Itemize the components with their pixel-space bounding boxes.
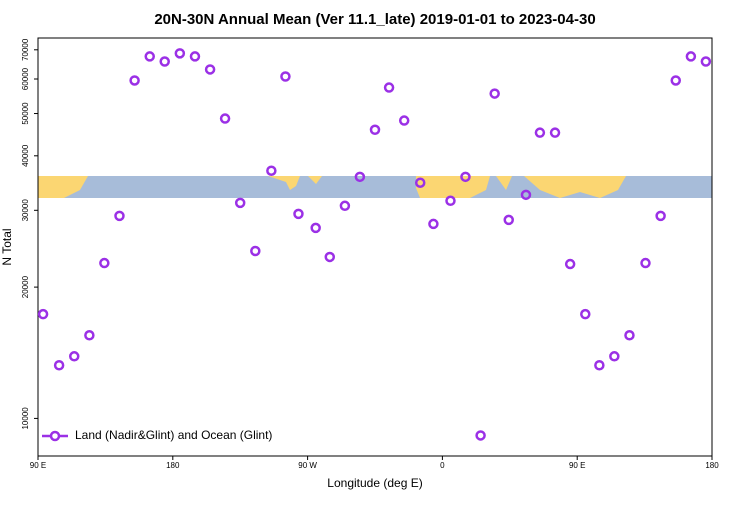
x-tick-label: 90 W [298,461,317,470]
point [489,88,500,99]
point [354,171,366,183]
point [84,330,95,341]
point [68,351,80,362]
x-tick-label: 90 E [30,461,46,470]
point [174,48,186,59]
point [594,359,605,371]
point [398,115,410,126]
point [250,245,261,257]
y-tick-label: 10000 [21,407,30,430]
x-axis-label: Longitude (deg E) [327,476,422,490]
point [159,56,170,67]
y-tick-label: 40000 [21,144,30,167]
point [624,330,635,341]
point [53,359,65,371]
point [114,210,125,222]
point [37,308,49,320]
point [324,251,336,263]
point [445,195,456,207]
point [144,51,155,62]
plot-frame [37,37,713,457]
point [580,308,591,320]
point [609,351,620,362]
point [503,214,515,226]
point [640,257,651,269]
y-tick-label: 30000 [21,199,30,222]
point [99,257,110,269]
point [293,208,304,220]
point [383,82,395,93]
y-tick-label: 60000 [21,67,30,90]
legend-marker [49,430,61,442]
point [475,430,486,441]
point [234,197,246,209]
point [460,171,471,183]
point [204,64,216,75]
point [280,71,291,82]
point [219,113,231,124]
y-axis-label: N Total [0,228,14,265]
point [685,51,697,62]
point [564,258,576,270]
point [700,56,712,67]
point [369,124,381,135]
point [428,218,439,230]
y-tick-label: 20000 [21,275,30,298]
x-tick-label: 180 [705,461,719,470]
point [339,200,351,212]
legend-label: Land (Nadir&Glint) and Ocean (Glint) [75,428,272,442]
x-tick-label: 0 [440,461,445,470]
point [266,165,277,176]
point [129,75,140,86]
y-tick-label: 50000 [21,102,30,125]
point [534,127,546,138]
chart-title: 20N-30N Annual Mean (Ver 11.1_late) 2019… [154,11,595,28]
x-tick-label: 180 [166,461,180,470]
point [520,189,532,201]
x-tick-label: 90 E [569,461,585,470]
point [414,177,426,188]
point [655,210,666,222]
y-tick-label: 70000 [21,38,30,61]
point [189,51,201,62]
map-strip [38,176,712,198]
point [549,127,561,138]
point [310,222,321,234]
point [670,75,682,86]
